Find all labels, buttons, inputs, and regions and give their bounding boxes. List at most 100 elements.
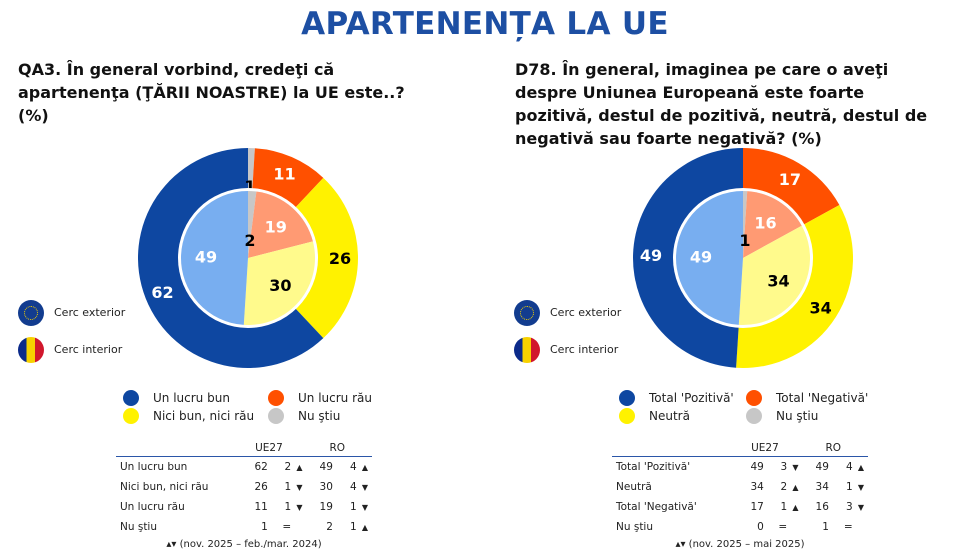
row-label: Neutră [616,481,652,493]
eu-flag-icon [18,299,44,326]
inner-slice-un-lucru-bun [180,191,248,325]
outer-data-label: 26 [329,249,351,268]
ue27-change: 2 [780,481,788,493]
legend-swatch [268,390,284,406]
inner-data-label: 30 [269,276,291,295]
ro-value: 2 [326,521,333,533]
inner-data-label: 1 [739,231,750,250]
inner-slice-un-lucru-r-u [248,191,313,258]
ro-trend-icon: ▲ [857,463,864,472]
legend-swatch [619,408,635,424]
outer-data-label: 34 [810,298,832,317]
legend-swatch [619,390,635,406]
table-header-row: UE27 RO [116,440,372,457]
legend-swatch [123,390,139,406]
ro-value: 30 [319,481,333,493]
col-header-ue27: UE27 [235,440,303,457]
ro-trend-icon: ▲ [361,523,368,532]
inner-slice-neutr- [738,225,810,325]
ue27-change: 3 [780,461,788,473]
table-row: Total 'Pozitivă' 49 3 ▼ 49 4 ▲ [612,457,868,478]
inner-slice-nu-tiu [248,191,257,258]
table-row: Un lucru bun 62 2 ▲ 49 4 ▲ [116,457,372,478]
table-row: Nu ştiu 1 = 2 1 ▲ [116,517,372,537]
right-ring-legend: Cerc exterior Cerc interior [514,294,621,368]
ue27-value: 0 [757,521,764,533]
legend-swatch [746,390,762,406]
ue27-change: 1 [284,501,292,513]
ro-change: 3 [845,501,853,513]
inner-slice-nu-tiu [743,191,748,258]
left-footnote: ▴▾ (nov. 2025 – feb./mar. 2024) [166,539,322,550]
ro-change: 4 [845,461,853,473]
ro-value: 49 [319,461,333,473]
legend-label: Nu ştiu [776,409,819,423]
row-label: Total 'Negativă' [616,501,697,513]
ro-trend-icon: ▼ [361,503,368,512]
ue27-trend-icon: ▼ [792,463,799,472]
inner-slice-nici-bun-nici-r-u [243,241,315,325]
legend-swatch [123,408,139,424]
ue27-value: 34 [750,481,764,493]
outer-ring-label: Cerc exterior [550,306,622,319]
ue27-trend-icon: ▲ [792,483,799,492]
inner-data-label: 49 [690,248,712,267]
ue27-value: 26 [254,481,268,493]
ro-value: 16 [815,501,829,513]
right-question: D78. În general, imaginea pe care o aveţ… [515,60,928,148]
ue27-change: 1 [284,481,292,493]
ue27-change: = [282,521,292,533]
ue27-value: 49 [750,461,764,473]
ro-change: 4 [349,481,357,493]
left-ring-legend: Cerc exterior Cerc interior [18,294,125,368]
eu-flag-icon [514,299,540,326]
outer-data-label: 49 [640,246,662,265]
ro-change: 1 [349,521,357,533]
ue27-trend-icon: ▼ [296,483,303,492]
ue27-trend-icon: ▲ [296,463,303,472]
legend-label: Un lucru bun [153,391,230,405]
table-row: Nu ştiu 0 = 1 = [612,517,868,537]
legend-label: Total 'Pozitivă' [649,391,734,405]
ue27-value: 17 [750,501,764,513]
ro-trend-icon: ▼ [857,483,864,492]
ro-value: 49 [815,461,829,473]
legend-label: Un lucru rău [298,391,372,405]
ue27-value: 1 [261,521,268,533]
ue27-change: = [778,521,788,533]
romania-flag-icon [514,336,540,363]
legend-label: Neutră [649,409,690,423]
ue27-trend-icon: ▼ [296,503,303,512]
table-row: Nici bun, nici rău 26 1 ▼ 30 4 ▼ [116,477,372,497]
legend-label: Total 'Negativă' [776,391,869,405]
legend-swatch [746,408,762,424]
inner-slice-total-pozitiv- [675,191,743,325]
col-header-ue27: UE27 [731,440,799,457]
ue27-value: 11 [254,501,268,513]
ro-value: 34 [815,481,829,493]
ue27-change: 1 [780,501,788,513]
left-question: QA3. În general vorbind, credeţi că apar… [18,60,405,125]
ro-trend-icon: ▼ [857,503,864,512]
ue27-trend-icon: ▲ [792,503,799,512]
table-header-row: UE27 RO [612,440,868,457]
left-trend-table: UE27 RO Un lucru bun 62 2 ▲ 49 4 ▲ Nici … [116,440,372,537]
ro-value: 19 [319,501,333,513]
right-footnote: ▴▾ (nov. 2025 – mai 2025) [675,539,805,550]
right-donut-chart: 17 34 49 116 34 49 [633,148,853,368]
inner-data-label: 49 [195,248,217,267]
inner-data-label: 34 [767,272,789,291]
row-label: Nici bun, nici rău [120,481,209,493]
page-title: APARTENENȚA LA UE [301,6,669,42]
row-label: Un lucru rău [120,501,185,513]
ro-value: 1 [822,521,829,533]
romania-flag-icon [18,336,44,363]
table-row: Un lucru rău 11 1 ▼ 19 1 ▼ [116,497,372,517]
ro-trend-icon: ▼ [361,483,368,492]
ue27-change: 2 [284,461,292,473]
row-label: Nu ştiu [120,521,158,533]
ro-change: 1 [845,481,853,493]
legend-swatch [268,408,284,424]
ro-change: 4 [349,461,357,473]
